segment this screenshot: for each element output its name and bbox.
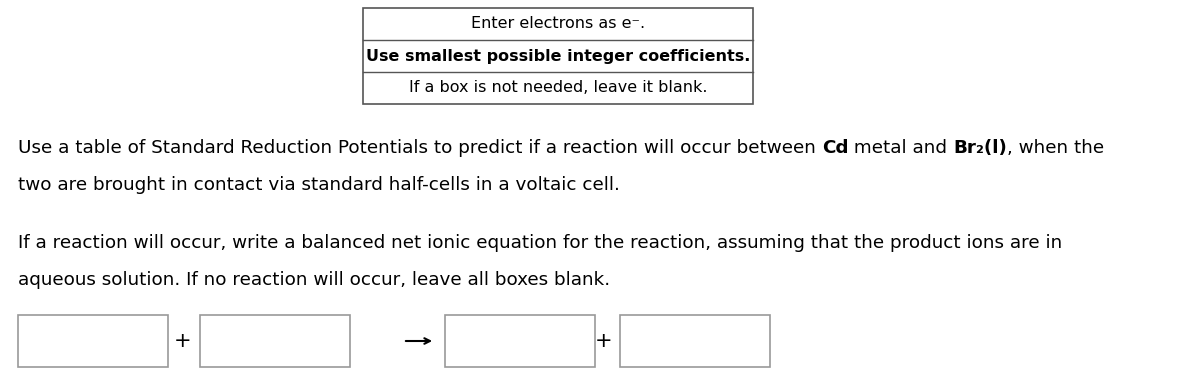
Bar [620, 315, 770, 367]
Text: , when the: , when the [1007, 139, 1104, 157]
Text: +: + [174, 331, 192, 351]
Text: Use a table of Standard Reduction Potentials to predict if a reaction will occur: Use a table of Standard Reduction Potent… [18, 139, 822, 157]
Text: Br₂(l): Br₂(l) [953, 139, 1007, 157]
Bar [200, 315, 350, 367]
Bar [445, 315, 595, 367]
Text: Use smallest possible integer coefficients.: Use smallest possible integer coefficien… [366, 49, 750, 63]
Text: metal and: metal and [848, 139, 953, 157]
Bar [364, 8, 754, 104]
Text: two are brought in contact via standard half-cells in a voltaic cell.: two are brought in contact via standard … [18, 176, 620, 194]
Text: If a reaction will occur, write a balanced net ionic equation for the reaction, : If a reaction will occur, write a balanc… [18, 234, 1062, 252]
Text: +: + [595, 331, 613, 351]
Bar [18, 315, 168, 367]
Text: aqueous solution. If no reaction will occur, leave all boxes blank.: aqueous solution. If no reaction will oc… [18, 271, 610, 289]
Text: Cd: Cd [822, 139, 848, 157]
Text: If a box is not needed, leave it blank.: If a box is not needed, leave it blank. [409, 81, 707, 95]
Text: Enter electrons as e⁻.: Enter electrons as e⁻. [470, 16, 646, 32]
